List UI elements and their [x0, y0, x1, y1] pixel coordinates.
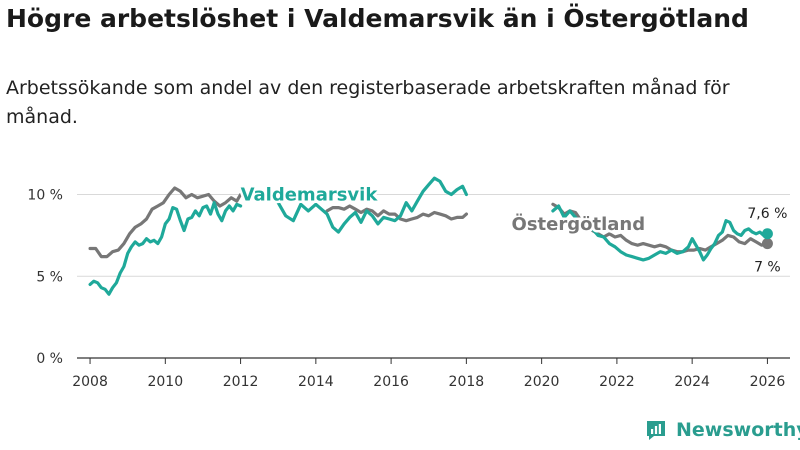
- series-line-ostergotland: [88, 186, 769, 259]
- newsworthy-logo-text: Newsworthy: [676, 419, 800, 441]
- series-label-ostergotland: Östergötland: [512, 213, 646, 235]
- end-label-valdemarsvik: 7,6 %: [747, 206, 787, 222]
- end-point-valdemarsvik: [761, 228, 773, 240]
- x-tick-label: 2020: [524, 374, 560, 390]
- x-tick-label: 2024: [674, 374, 710, 390]
- series-label-valdemarsvik: Valdemarsvik: [241, 185, 379, 206]
- x-tick-label: 2022: [599, 374, 635, 390]
- x-tick-label: 2012: [223, 374, 259, 390]
- x-tick-label: 2014: [298, 374, 334, 390]
- chart-subtitle: Arbetssökande som andel av den registerb…: [6, 77, 730, 128]
- label-layer: 7 % Östergötland 7,6 % Valdemarsvik: [238, 182, 787, 276]
- axis-layer: 0 % 5 % 10 % 2008 2010 2012 2014 2016 2018 2020 20…: [27, 188, 790, 390]
- x-tick-label: 2026: [750, 374, 786, 390]
- y-tick-label: 5 %: [36, 269, 63, 285]
- newsworthy-logo-icon: [647, 421, 665, 440]
- grid-layer: [77, 194, 790, 277]
- x-tick-label: 2018: [449, 374, 485, 390]
- y-tick-label: 10 %: [27, 188, 63, 204]
- newsworthy-logo: Newsworthy: [644, 418, 800, 442]
- series-layer: [88, 176, 773, 296]
- x-tick-label: 2008: [72, 374, 108, 390]
- series-line-valdemarsvik: [88, 176, 769, 296]
- end-label-ostergotland: 7 %: [754, 260, 781, 276]
- x-tick-label: 2016: [373, 374, 409, 390]
- x-tick-label: 2010: [147, 374, 183, 390]
- chart-title: Högre arbetslöshet i Valdemarsvik än i Ö…: [6, 4, 749, 33]
- end-point-ostergotland: [761, 238, 773, 250]
- y-tick-label: 0 %: [36, 351, 63, 367]
